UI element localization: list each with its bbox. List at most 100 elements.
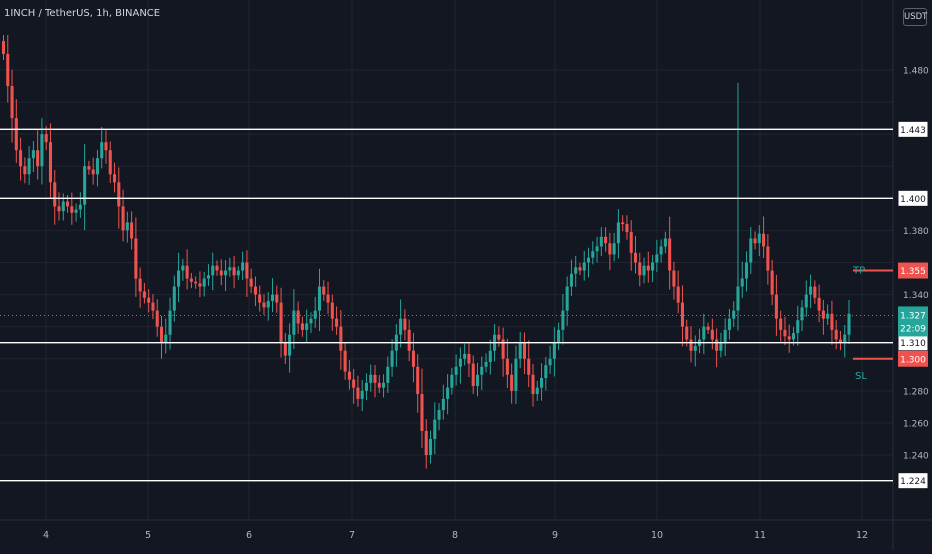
candle-body [232,267,236,276]
candle-body [817,297,821,311]
candle-body [181,265,185,271]
candle-body [48,142,53,183]
candle-body [125,222,129,231]
candle-body [95,158,99,175]
candle-body [847,313,851,335]
candle-body [505,358,509,375]
candle-body [134,238,138,279]
y-tick-label: 1.380 [903,227,929,237]
candle-body [591,251,595,258]
candle-body [249,278,253,287]
y-tick-label: 1.340 [903,291,929,301]
y-tick-label: 1.280 [903,387,929,397]
level-price-tag [897,120,929,138]
candle-body [821,310,825,319]
candle-body [151,302,155,311]
candle-body [800,307,804,321]
candle-body [766,246,770,271]
candle-body [330,302,334,319]
candle-body [266,301,270,308]
stop-loss-price-tag [898,350,928,367]
candle-body [740,278,744,287]
candle-body [360,390,364,399]
candle-body [198,283,202,287]
x-tick-label: 9 [552,530,558,541]
candle-body [616,222,620,244]
candle-body [471,363,475,387]
candle-body [843,334,847,343]
candle-body [322,286,326,295]
candle-body [834,329,838,340]
candle-body [411,350,415,367]
candle-body [552,342,556,359]
candle-body [578,267,582,271]
take-profit-price-tag [898,262,928,279]
candle-body [241,262,245,271]
candle-body [569,273,573,287]
candle-body [535,387,539,395]
candle-body [561,310,565,330]
candle-body [458,358,462,367]
candle-body [108,150,112,175]
candle-body [753,238,757,244]
candle-body [655,254,659,263]
candle-body [702,326,706,340]
candle-body [804,294,808,308]
candle-body [142,291,146,298]
candle-body [339,326,343,351]
candle-body [399,318,403,335]
candle-body [14,118,18,151]
candle-body [450,374,454,388]
candle-body [224,270,228,276]
symbol-title: 1INCH / TetherUS, 1h, BINANCE [4,8,161,19]
candle-body [275,294,279,303]
candle-body [433,419,437,439]
candle-body [599,236,603,247]
x-tick-label: 6 [246,530,252,541]
candle-body [403,318,407,330]
candle-body [206,275,211,279]
y-tick-label: 1.480 [903,67,929,77]
candle-body [497,334,501,340]
candle-body [112,174,117,183]
level-price-tag [897,472,929,490]
candle-body [61,201,65,212]
candle-body [258,294,262,303]
candle-body [194,281,198,284]
candle-body [749,238,753,263]
candle-body [100,142,104,159]
candle-body [130,222,134,239]
candle-body [437,410,441,420]
level-price-label: 1.400 [900,195,926,205]
candle-body [757,233,761,244]
candle-body [424,430,428,455]
candle-body [548,358,552,366]
candle-body [510,374,514,391]
currency-selector[interactable]: USDT [903,8,927,26]
candle-body [774,294,778,319]
x-tick-label: 7 [349,530,355,541]
candle-body [446,387,450,399]
candle-body [736,286,740,311]
candle-body [335,318,339,327]
candle-body [779,318,783,330]
candle-body [723,329,727,343]
take-profit-label: TP [852,266,865,277]
candle-body [270,294,275,301]
level-price-label: 1.443 [900,126,926,136]
candle-body [10,86,14,119]
level-price-tag [897,189,929,207]
candle-body [66,201,70,207]
candle-body [6,53,10,87]
candle-body [27,158,31,175]
candle-body [168,310,172,335]
candle-body [279,302,283,343]
candle-body [501,339,505,359]
x-tick-label: 10 [651,530,663,541]
candle-body [31,150,35,159]
take-profit-price-label: 1.355 [900,267,926,277]
candle-body [185,265,189,279]
candle-body [732,310,736,319]
